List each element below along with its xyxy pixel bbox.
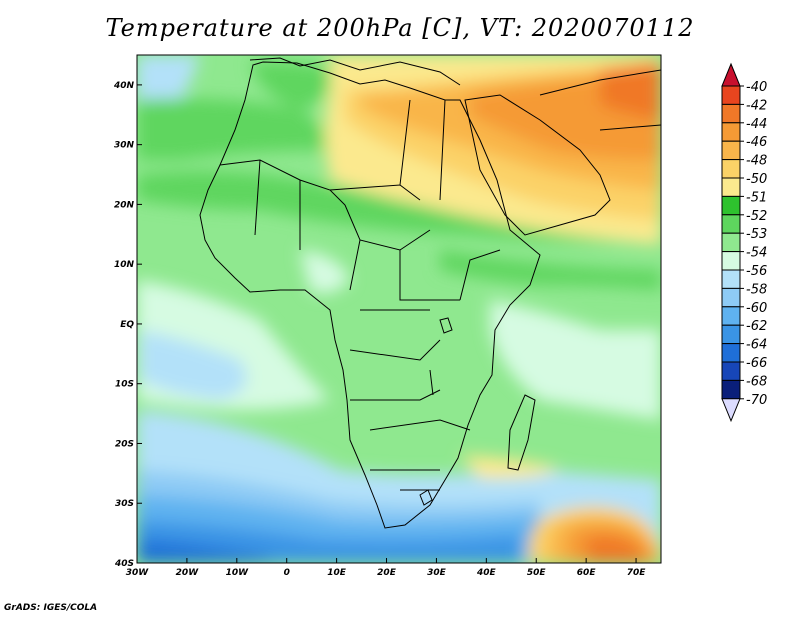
lon-tick-label: 60E: [577, 568, 597, 578]
lat-tick-label: 40S: [114, 559, 134, 569]
lon-tick-label: 10W: [226, 568, 250, 578]
colorbar-swatch: [721, 379, 741, 400]
colorbar-label: -52: [746, 209, 767, 224]
colorbar-label: -53: [746, 227, 767, 242]
colorbar-label: -68: [746, 374, 767, 389]
colorbar-label: -66: [746, 356, 767, 371]
madagascar: [507, 394, 536, 471]
lon-tick-label: 20W: [176, 568, 200, 578]
colorbar-label: -60: [746, 301, 767, 316]
lon-tick-label: 30W: [126, 568, 150, 578]
mediterranean: [249, 57, 461, 86]
colorbar-swatch: [721, 177, 741, 197]
lakes: [419, 317, 453, 506]
colorbar-swatch: [721, 324, 741, 345]
colorbar-swatch: [721, 103, 741, 124]
colorbar-label: -58: [746, 282, 767, 297]
lat-tick-label: 40N: [113, 81, 135, 91]
borders: [219, 99, 501, 491]
lon-tick-label: 10E: [327, 568, 347, 578]
lon-tick-label: 70E: [627, 568, 647, 578]
colorbar-label: -56: [746, 264, 767, 279]
lat-tick-label: EQ: [120, 320, 134, 330]
colorbar-swatch: [721, 343, 741, 363]
colorbar-over-triangle: [721, 62, 741, 87]
plot-frame: [136, 54, 662, 564]
colorbar-swatch: [721, 287, 741, 308]
colorbar-label: -54: [746, 246, 767, 261]
colorbar-swatch: [721, 214, 741, 234]
chart-title: Temperature at 200hPa [C], VT: 202007011…: [105, 14, 695, 42]
colorbar-swatch: [721, 361, 741, 381]
colorbar: -40 -42 -44 -46 -48 -50 -51 -52 -53 -54 -56 -58 -60 -…: [721, 62, 767, 423]
temperature-field: [137, 55, 661, 563]
colorbar-label: -44: [746, 117, 767, 132]
colorbar-label: -42: [746, 98, 767, 113]
colorbar-label: -51: [746, 190, 767, 205]
colorbar-label: -70: [746, 393, 767, 408]
lon-tick-label: 50E: [527, 568, 547, 578]
colorbar-swatch: [721, 232, 741, 253]
lon-tick-label: 40E: [476, 568, 497, 578]
lat-tick-label: 20S: [115, 439, 134, 449]
colorbar-label: -64: [746, 338, 767, 353]
lat-tick-label: 10N: [114, 260, 135, 270]
latitude-axis: 40N 30N 20N 10N EQ 10S 20S 30S 40S: [113, 81, 142, 569]
lon-tick-label: 30E: [427, 568, 447, 578]
colorbar-swatch: [721, 140, 741, 161]
lat-tick-label: 20N: [114, 200, 135, 210]
colorbar-label: -46: [746, 135, 767, 150]
lat-tick-label: 30N: [114, 141, 135, 151]
colorbar-label: -40: [746, 80, 767, 95]
colorbar-swatch: [721, 122, 741, 142]
colorbar-under-triangle: [721, 398, 741, 423]
lat-tick-label: 30S: [115, 499, 134, 509]
lon-tick-label: 0: [284, 568, 290, 578]
longitude-axis: 30W 20W 10W 0 10E 20E 30E 40E 50E 60E 70E: [126, 558, 646, 578]
coastlines: [199, 57, 661, 529]
credit-text: GrADS: IGES/COLA: [4, 603, 98, 613]
colorbar-label: -62: [746, 319, 767, 334]
colorbar-swatch: [721, 251, 741, 271]
colorbar-swatch: [721, 159, 741, 179]
lat-tick-label: 10S: [115, 380, 134, 390]
colorbar-swatch: [721, 195, 741, 216]
colorbar-label: -50: [746, 172, 767, 187]
colorbar-swatch: [721, 306, 741, 326]
arabia: [464, 94, 611, 236]
iran: [539, 69, 661, 131]
colorbar-label: -48: [746, 154, 767, 169]
colorbar-swatch: [721, 85, 741, 105]
colorbar-swatch: [721, 269, 741, 289]
lon-tick-label: 20E: [377, 568, 397, 578]
